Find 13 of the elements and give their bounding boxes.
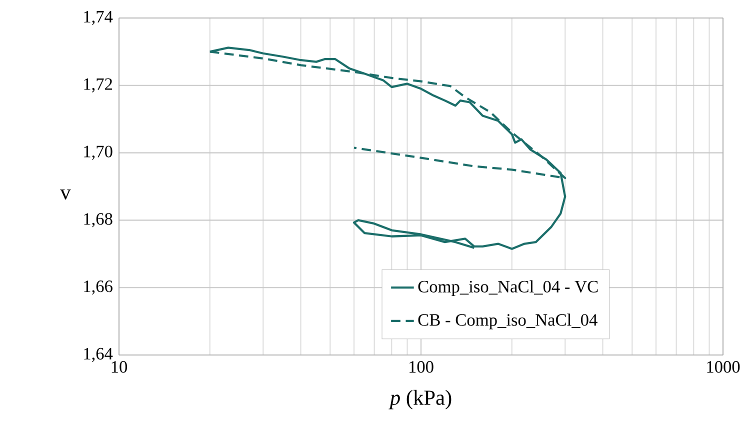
y-tick-label: 1,70: [84, 146, 112, 160]
x-tick-label: 100: [410, 361, 434, 373]
y-tick-label: 1,68: [84, 213, 112, 228]
legend-label: Comp_iso_NaCl_04 - VC: [418, 280, 598, 296]
legend-label: CB - Comp_iso_NaCl_04: [418, 314, 598, 330]
y-tick-label: 1,72: [84, 78, 112, 92]
y-tick-label: 1,74: [84, 10, 113, 26]
x-axis-title: p (kPa): [388, 390, 452, 410]
y-tick-label: 1,64: [84, 348, 113, 362]
x-tick-label: 1000: [707, 361, 740, 373]
y-tick-label: 1,66: [84, 280, 112, 295]
x-tick-label: 10: [112, 361, 128, 373]
y-axis-title: v: [60, 190, 71, 200]
